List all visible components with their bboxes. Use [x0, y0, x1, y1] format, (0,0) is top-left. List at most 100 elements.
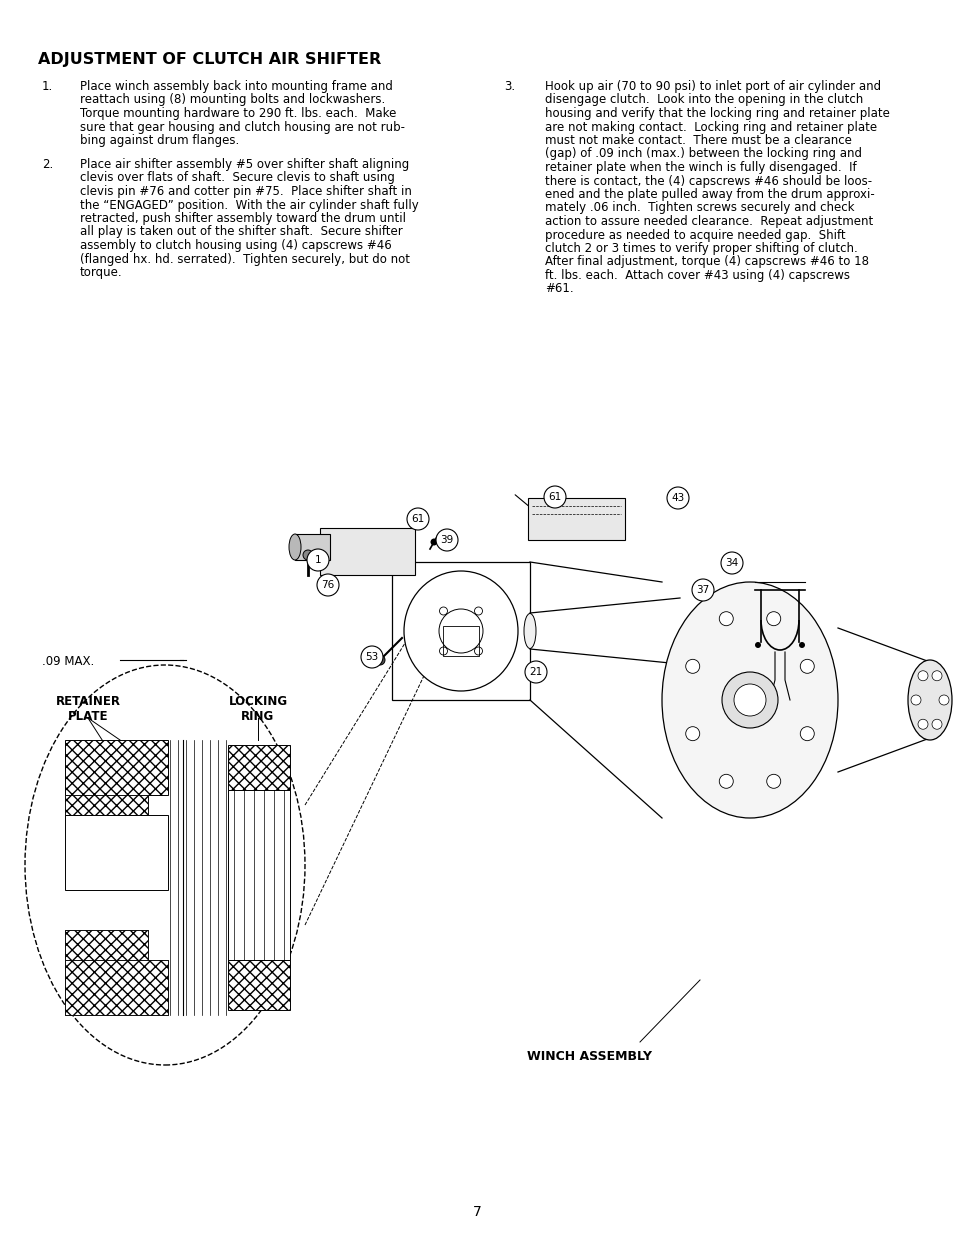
Text: LOCKING
RING: LOCKING RING — [228, 695, 287, 722]
Circle shape — [931, 719, 941, 729]
Text: clevis over flats of shaft.  Secure clevis to shaft using: clevis over flats of shaft. Secure clevi… — [80, 172, 395, 184]
Circle shape — [360, 646, 382, 668]
Text: assembly to clutch housing using (4) capscrews #46: assembly to clutch housing using (4) cap… — [80, 240, 392, 252]
Bar — [294, 534, 330, 559]
Ellipse shape — [719, 774, 733, 788]
Bar — [65, 740, 168, 795]
Ellipse shape — [685, 659, 699, 673]
Text: torque.: torque. — [80, 266, 123, 279]
Text: bing against drum flanges.: bing against drum flanges. — [80, 135, 239, 147]
Circle shape — [666, 487, 688, 509]
Circle shape — [720, 552, 742, 574]
Text: 53: 53 — [365, 652, 378, 662]
Text: Place winch assembly back into mounting frame and: Place winch assembly back into mounting … — [80, 80, 393, 93]
Bar — [65, 815, 168, 890]
Circle shape — [754, 642, 760, 648]
Ellipse shape — [25, 664, 305, 1065]
Text: Torque mounting hardware to 290 ft. lbs. each.  Make: Torque mounting hardware to 290 ft. lbs.… — [80, 107, 395, 120]
Text: retracted, push shifter assembly toward the drum until: retracted, push shifter assembly toward … — [80, 212, 406, 225]
Circle shape — [316, 574, 338, 597]
Text: ADJUSTMENT OF CLUTCH AIR SHIFTER: ADJUSTMENT OF CLUTCH AIR SHIFTER — [38, 52, 381, 67]
Text: procedure as needed to acquire needed gap.  Shift: procedure as needed to acquire needed ga… — [544, 228, 844, 242]
Circle shape — [917, 719, 927, 729]
Text: 39: 39 — [440, 535, 453, 545]
Circle shape — [436, 529, 457, 551]
Text: clutch 2 or 3 times to verify proper shifting of clutch.: clutch 2 or 3 times to verify proper shi… — [544, 242, 857, 254]
Circle shape — [430, 538, 437, 546]
Bar — [228, 745, 290, 790]
Circle shape — [910, 695, 920, 705]
Text: 61: 61 — [548, 492, 561, 501]
Text: (gap) of .09 inch (max.) between the locking ring and: (gap) of .09 inch (max.) between the loc… — [544, 147, 862, 161]
Circle shape — [931, 671, 941, 680]
Text: clevis pin #76 and cotter pin #75.  Place shifter shaft in: clevis pin #76 and cotter pin #75. Place… — [80, 185, 412, 198]
Text: ft. lbs. each.  Attach cover #43 using (4) capscrews: ft. lbs. each. Attach cover #43 using (4… — [544, 269, 849, 282]
Text: 34: 34 — [724, 558, 738, 568]
Bar — [65, 795, 148, 815]
Ellipse shape — [907, 659, 951, 740]
Text: .09 MAX.: .09 MAX. — [42, 655, 94, 668]
Text: Hook up air (70 to 90 psi) to inlet port of air cylinder and: Hook up air (70 to 90 psi) to inlet port… — [544, 80, 881, 93]
Bar — [65, 795, 148, 815]
Circle shape — [524, 661, 546, 683]
Circle shape — [543, 487, 565, 508]
Ellipse shape — [289, 534, 301, 559]
Text: Place air shifter assembly #5 over shifter shaft aligning: Place air shifter assembly #5 over shift… — [80, 158, 409, 170]
Ellipse shape — [438, 609, 482, 653]
Text: disengage clutch.  Look into the opening in the clutch: disengage clutch. Look into the opening … — [544, 94, 862, 106]
Bar — [228, 790, 290, 960]
Text: 76: 76 — [321, 580, 335, 590]
Text: 61: 61 — [411, 514, 424, 524]
Ellipse shape — [661, 582, 837, 818]
Bar — [392, 562, 530, 700]
Text: the “ENGAGED” position.  With the air cylinder shaft fully: the “ENGAGED” position. With the air cyl… — [80, 199, 418, 211]
Ellipse shape — [719, 611, 733, 626]
Bar — [65, 960, 168, 1015]
Text: 21: 21 — [529, 667, 542, 677]
Text: reattach using (8) mounting bolts and lockwashers.: reattach using (8) mounting bolts and lo… — [80, 94, 385, 106]
Text: sure that gear housing and clutch housing are not rub-: sure that gear housing and clutch housin… — [80, 121, 405, 133]
Circle shape — [303, 550, 313, 559]
Text: 1: 1 — [314, 555, 321, 564]
Bar — [65, 930, 148, 960]
Circle shape — [799, 642, 804, 648]
Ellipse shape — [523, 614, 536, 648]
Text: mately .06 inch.  Tighten screws securely and check: mately .06 inch. Tighten screws securely… — [544, 201, 854, 215]
Circle shape — [691, 579, 713, 601]
Text: action to assure needed clearance.  Repeat adjustment: action to assure needed clearance. Repea… — [544, 215, 872, 228]
Text: 43: 43 — [671, 493, 684, 503]
Text: must not make contact.  There must be a clearance: must not make contact. There must be a c… — [544, 135, 851, 147]
Circle shape — [407, 508, 429, 530]
Bar — [65, 960, 168, 1015]
Circle shape — [917, 671, 927, 680]
Ellipse shape — [800, 726, 814, 741]
Bar — [319, 529, 415, 576]
Ellipse shape — [403, 571, 517, 692]
Bar — [65, 930, 148, 960]
Ellipse shape — [721, 672, 778, 727]
Bar — [527, 498, 624, 540]
Ellipse shape — [766, 611, 780, 626]
Text: 2.: 2. — [42, 158, 53, 170]
Text: 7: 7 — [472, 1205, 481, 1219]
Text: 1.: 1. — [42, 80, 53, 93]
Ellipse shape — [766, 774, 780, 788]
Text: all play is taken out of the shifter shaft.  Secure shifter: all play is taken out of the shifter sha… — [80, 226, 402, 238]
Bar — [442, 626, 478, 656]
Circle shape — [375, 655, 385, 664]
Circle shape — [307, 550, 329, 571]
Text: retainer plate when the winch is fully disengaged.  If: retainer plate when the winch is fully d… — [544, 161, 856, 174]
Ellipse shape — [733, 684, 765, 716]
Circle shape — [938, 695, 948, 705]
Ellipse shape — [685, 726, 699, 741]
Text: housing and verify that the locking ring and retainer plate: housing and verify that the locking ring… — [544, 107, 889, 120]
Text: there is contact, the (4) capscrews #46 should be loos-: there is contact, the (4) capscrews #46 … — [544, 174, 871, 188]
Text: are not making contact.  Locking ring and retainer plate: are not making contact. Locking ring and… — [544, 121, 876, 133]
Text: WINCH ASSEMBLY: WINCH ASSEMBLY — [527, 1050, 652, 1063]
Ellipse shape — [800, 659, 814, 673]
Bar — [228, 960, 290, 1010]
Text: After final adjustment, torque (4) capscrews #46 to 18: After final adjustment, torque (4) capsc… — [544, 256, 868, 268]
Text: 3.: 3. — [503, 80, 515, 93]
Text: 37: 37 — [696, 585, 709, 595]
Text: #61.: #61. — [544, 283, 573, 295]
